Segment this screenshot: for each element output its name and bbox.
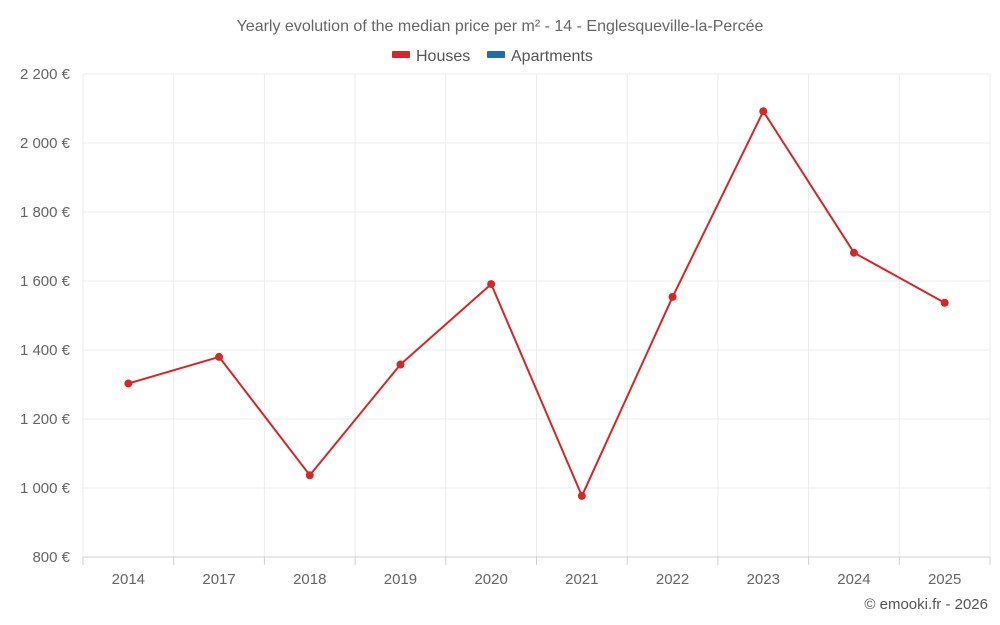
y-tick-label: 800 €	[32, 549, 70, 566]
data-point-houses[interactable]	[759, 107, 768, 116]
gridlines	[82, 73, 991, 557]
data-point-houses[interactable]	[849, 248, 858, 257]
y-tick-label: 2 200 €	[20, 66, 71, 83]
x-axis-ticks: 2014 2017 2018 2019 2020 2021 2022 2023 2024 2025	[112, 571, 962, 588]
axes	[82, 556, 991, 565]
y-tick-label: 2 000 €	[20, 135, 71, 152]
data-point-houses[interactable]	[668, 292, 677, 301]
legend-label-houses: Houses	[416, 48, 470, 65]
x-tick-label: 2020	[474, 571, 507, 588]
data-point-houses[interactable]	[124, 379, 133, 388]
y-tick-label: 1 600 €	[20, 273, 71, 290]
data-point-houses[interactable]	[577, 491, 586, 500]
x-tick-label: 2019	[384, 571, 417, 588]
legend-item-apartments[interactable]: Apartments	[487, 48, 593, 65]
y-tick-label: 1 800 €	[20, 204, 71, 221]
x-tick-label: 2018	[293, 571, 326, 588]
data-point-houses[interactable]	[305, 471, 314, 480]
x-tick-label: 2017	[202, 571, 235, 588]
y-tick-label: 1 200 €	[20, 411, 71, 428]
x-tick-label: 2022	[656, 571, 689, 588]
data-point-houses[interactable]	[396, 360, 405, 369]
x-tick-label: 2023	[747, 571, 780, 588]
x-tick-label: 2024	[837, 571, 870, 588]
credit-text: © emooki.fr - 2026	[864, 596, 988, 613]
series-line-houses	[128, 110, 946, 497]
legend-swatch-apartments	[487, 51, 505, 58]
data-point-houses[interactable]	[215, 352, 224, 361]
y-axis-ticks: 800 € 1 000 € 1 200 € 1 400 € 1 600 € 1 800 €…	[20, 66, 71, 566]
x-tick-label: 2025	[928, 571, 961, 588]
series-houses	[124, 107, 949, 500]
y-tick-label: 1 400 €	[20, 342, 71, 359]
data-point-houses[interactable]	[487, 280, 496, 289]
chart-title: Yearly evolution of the median price per…	[237, 18, 764, 35]
x-tick-label: 2021	[565, 571, 598, 588]
y-tick-label: 1 000 €	[20, 480, 71, 497]
legend-item-houses[interactable]: Houses	[392, 48, 470, 65]
data-point-houses[interactable]	[940, 298, 949, 307]
legend-swatch-houses	[392, 51, 410, 58]
x-tick-label: 2014	[112, 571, 145, 588]
legend-label-apartments: Apartments	[511, 48, 593, 65]
legend: Houses Apartments	[392, 48, 593, 65]
